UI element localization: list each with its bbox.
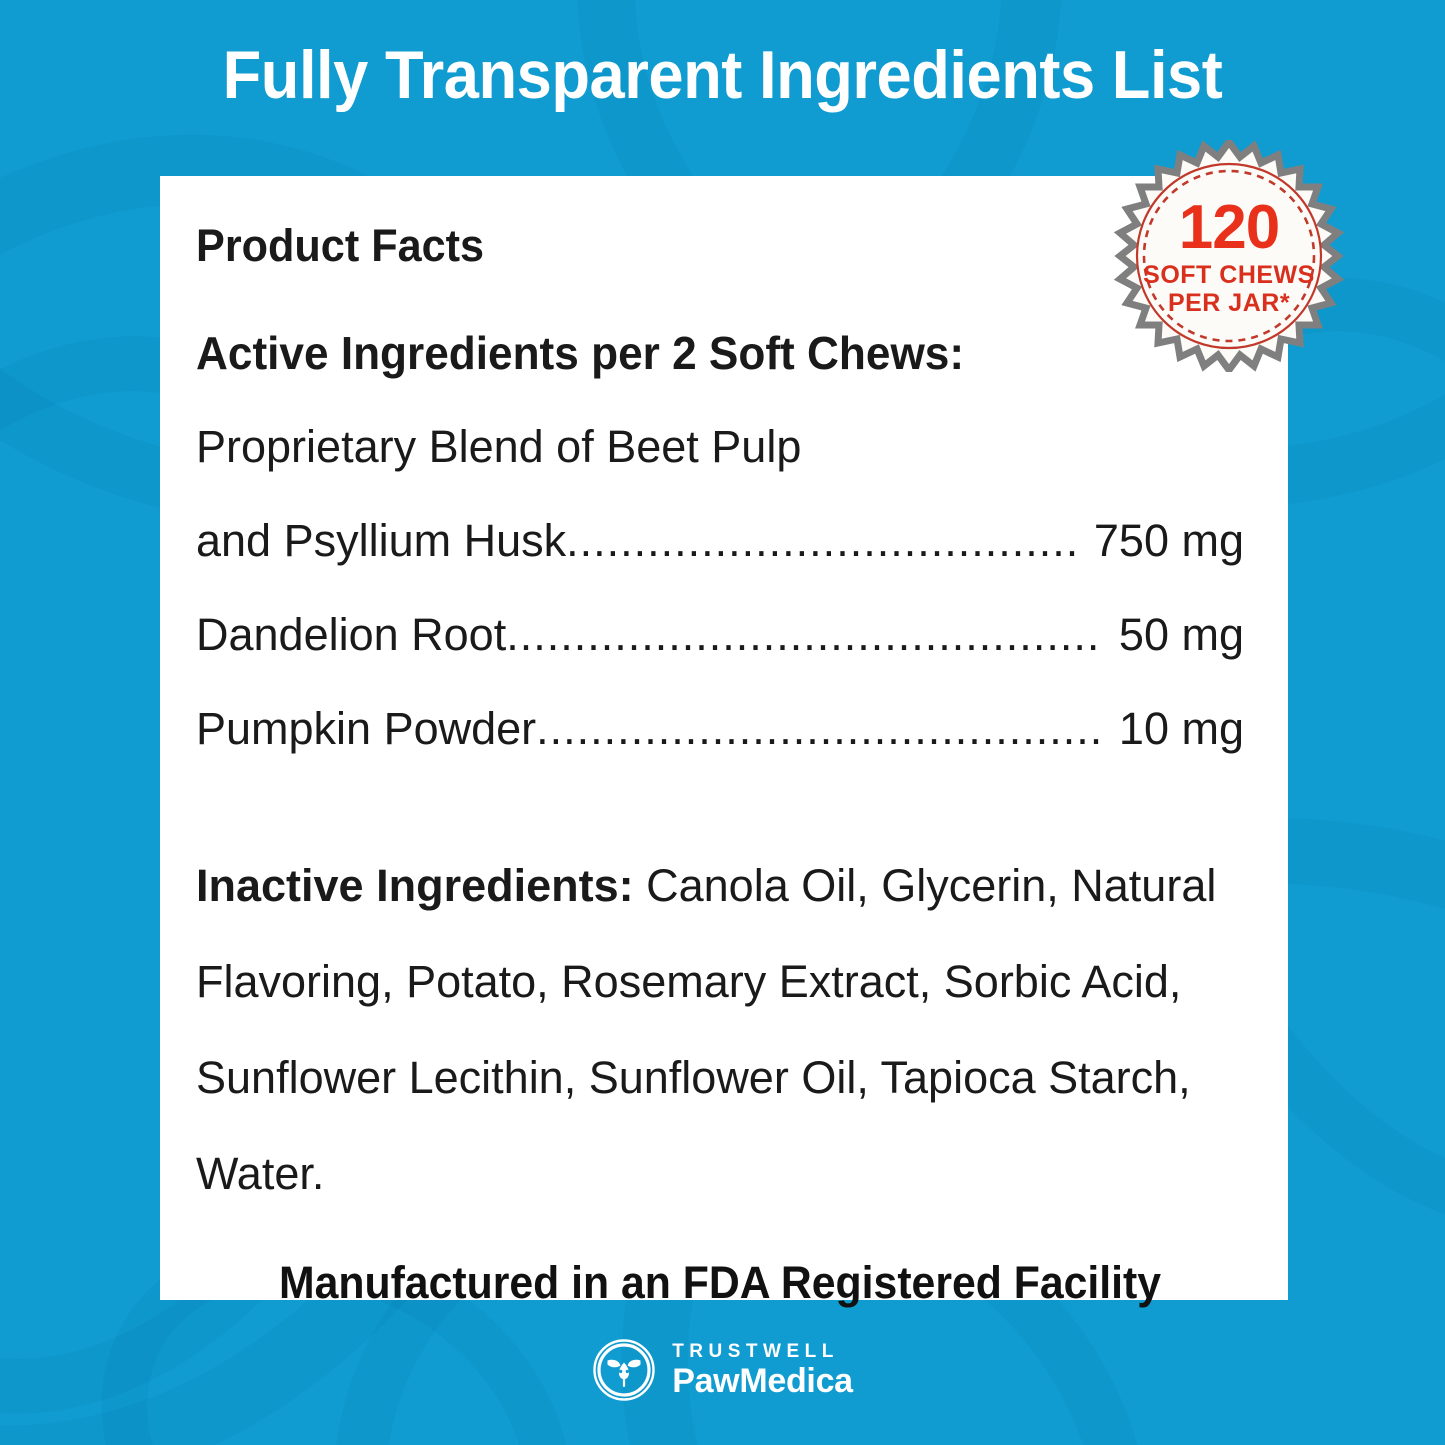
ingredient-amount: 10 mg [1118,703,1244,754]
page-title: Fully Transparent Ingredients List [222,37,1223,113]
badge-line-1: SOFT CHEWS [1143,260,1315,289]
brand-name-bottom: PawMedica [672,1362,853,1400]
ingredient-amount: 750 mg [1093,515,1244,566]
list-item: and Psyllium Husk ......................… [196,516,1244,566]
dot-leader: ........................................… [566,516,1078,566]
active-ingredients-list: Proprietary Blend of Beet Pulp and Psyll… [196,422,1244,754]
inactive-ingredients-list: Canola Oil, Glycerin, Natural Flavoring,… [196,860,1217,1199]
dot-leader: ........................................… [536,704,1103,754]
badge-line-2: PER JAR* [1167,288,1291,317]
brand-footer: TRUSTWELL PawMedica [0,1338,1445,1402]
brand-wordmark: TRUSTWELL PawMedica [672,1341,853,1399]
ingredient-name: Pumpkin Powder [196,703,537,754]
dot-leader: ........................................… [506,610,1103,660]
dog-face-icon [593,1339,655,1401]
section-spacer [196,798,1244,838]
list-item: Proprietary Blend of Beet Pulp [196,422,1244,472]
ingredients-card: Product Facts Active Ingredients per 2 S… [160,176,1288,1308]
soft-chews-count-badge: 120 SOFT CHEWS PER JAR* [1113,140,1345,372]
active-ingredients-heading: Active Ingredients per 2 Soft Chews: [196,327,965,379]
ingredient-name: and Psyllium Husk [196,515,567,566]
inactive-ingredients-paragraph: Inactive Ingredients: Canola Oil, Glycer… [196,838,1256,1222]
badge-content: 120 SOFT CHEWS PER JAR* [1113,140,1345,372]
starburst-icon [1113,140,1345,372]
ingredient-amount: 50 mg [1118,609,1244,660]
inactive-ingredients-label: Inactive Ingredients: [196,860,634,911]
product-facts-heading: Product Facts [196,220,485,271]
ingredient-name: Dandelion Root [196,609,507,660]
list-item: Dandelion Root .........................… [196,610,1244,660]
fda-statement: Manufactured in an FDA Registered Facili… [278,1257,1162,1308]
badge-count: 120 [1178,192,1280,262]
ingredient-name: Proprietary Blend of Beet Pulp [196,421,802,472]
brand-name-top: TRUSTWELL [672,1341,839,1362]
list-item: Pumpkin Powder .........................… [196,704,1244,754]
